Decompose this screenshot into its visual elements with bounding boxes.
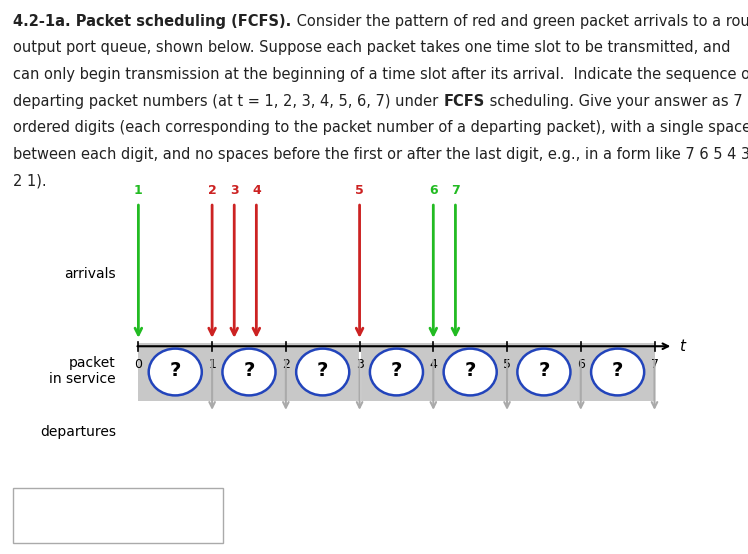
Text: 2: 2	[282, 358, 289, 371]
Ellipse shape	[518, 348, 571, 396]
Text: 7: 7	[651, 358, 658, 371]
Text: ?: ?	[465, 361, 476, 381]
Ellipse shape	[222, 348, 275, 396]
Text: 6: 6	[429, 184, 438, 197]
Text: arrivals: arrivals	[64, 267, 116, 281]
Text: between each digit, and no spaces before the first or after the last digit, e.g.: between each digit, and no spaces before…	[13, 147, 748, 162]
Text: ?: ?	[539, 361, 550, 381]
Text: 3: 3	[230, 184, 239, 197]
Text: scheduling. Give your answer as 7: scheduling. Give your answer as 7	[485, 94, 742, 109]
Text: departures: departures	[40, 425, 116, 439]
Text: ?: ?	[170, 361, 181, 381]
Text: ordered digits (each corresponding to the packet number of a departing packet), : ordered digits (each corresponding to th…	[13, 120, 748, 135]
Bar	[13, 488, 223, 543]
Text: 1: 1	[134, 184, 143, 197]
Text: Consider the pattern of red and green packet arrivals to a router’s: Consider the pattern of red and green pa…	[292, 14, 748, 29]
Text: ?: ?	[612, 361, 623, 381]
Ellipse shape	[149, 348, 202, 396]
Text: 4: 4	[429, 358, 438, 371]
Text: 2 1).: 2 1).	[13, 173, 47, 188]
Text: output port queue, shown below. Suppose each packet takes one time slot to be tr: output port queue, shown below. Suppose …	[13, 40, 731, 55]
Text: 7: 7	[451, 184, 460, 197]
Text: departing packet numbers (at t = 1, 2, 3, 4, 5, 6, 7) under: departing packet numbers (at t = 1, 2, 3…	[13, 94, 444, 109]
Ellipse shape	[296, 348, 349, 396]
Text: 4.2-1a. Packet scheduling (FCFS).: 4.2-1a. Packet scheduling (FCFS).	[13, 14, 292, 29]
Text: can only begin transmission at the beginning of a time slot after its arrival.  : can only begin transmission at the begin…	[13, 67, 748, 82]
Text: 3: 3	[355, 358, 364, 371]
Text: 1: 1	[208, 358, 216, 371]
Text: 2: 2	[208, 184, 216, 197]
Text: 5: 5	[503, 358, 511, 371]
Text: t: t	[679, 338, 685, 354]
Ellipse shape	[591, 348, 644, 396]
Text: ?: ?	[243, 361, 254, 381]
Text: 5: 5	[355, 184, 364, 197]
Ellipse shape	[370, 348, 423, 396]
Ellipse shape	[444, 348, 497, 396]
Text: ?: ?	[390, 361, 402, 381]
Text: 0: 0	[135, 358, 142, 371]
Text: FCFS: FCFS	[444, 94, 485, 109]
Text: ?: ?	[317, 361, 328, 381]
Bar	[138, 343, 654, 401]
Text: packet
in service: packet in service	[49, 356, 116, 386]
Text: 6: 6	[577, 358, 585, 371]
Text: 4: 4	[252, 184, 261, 197]
